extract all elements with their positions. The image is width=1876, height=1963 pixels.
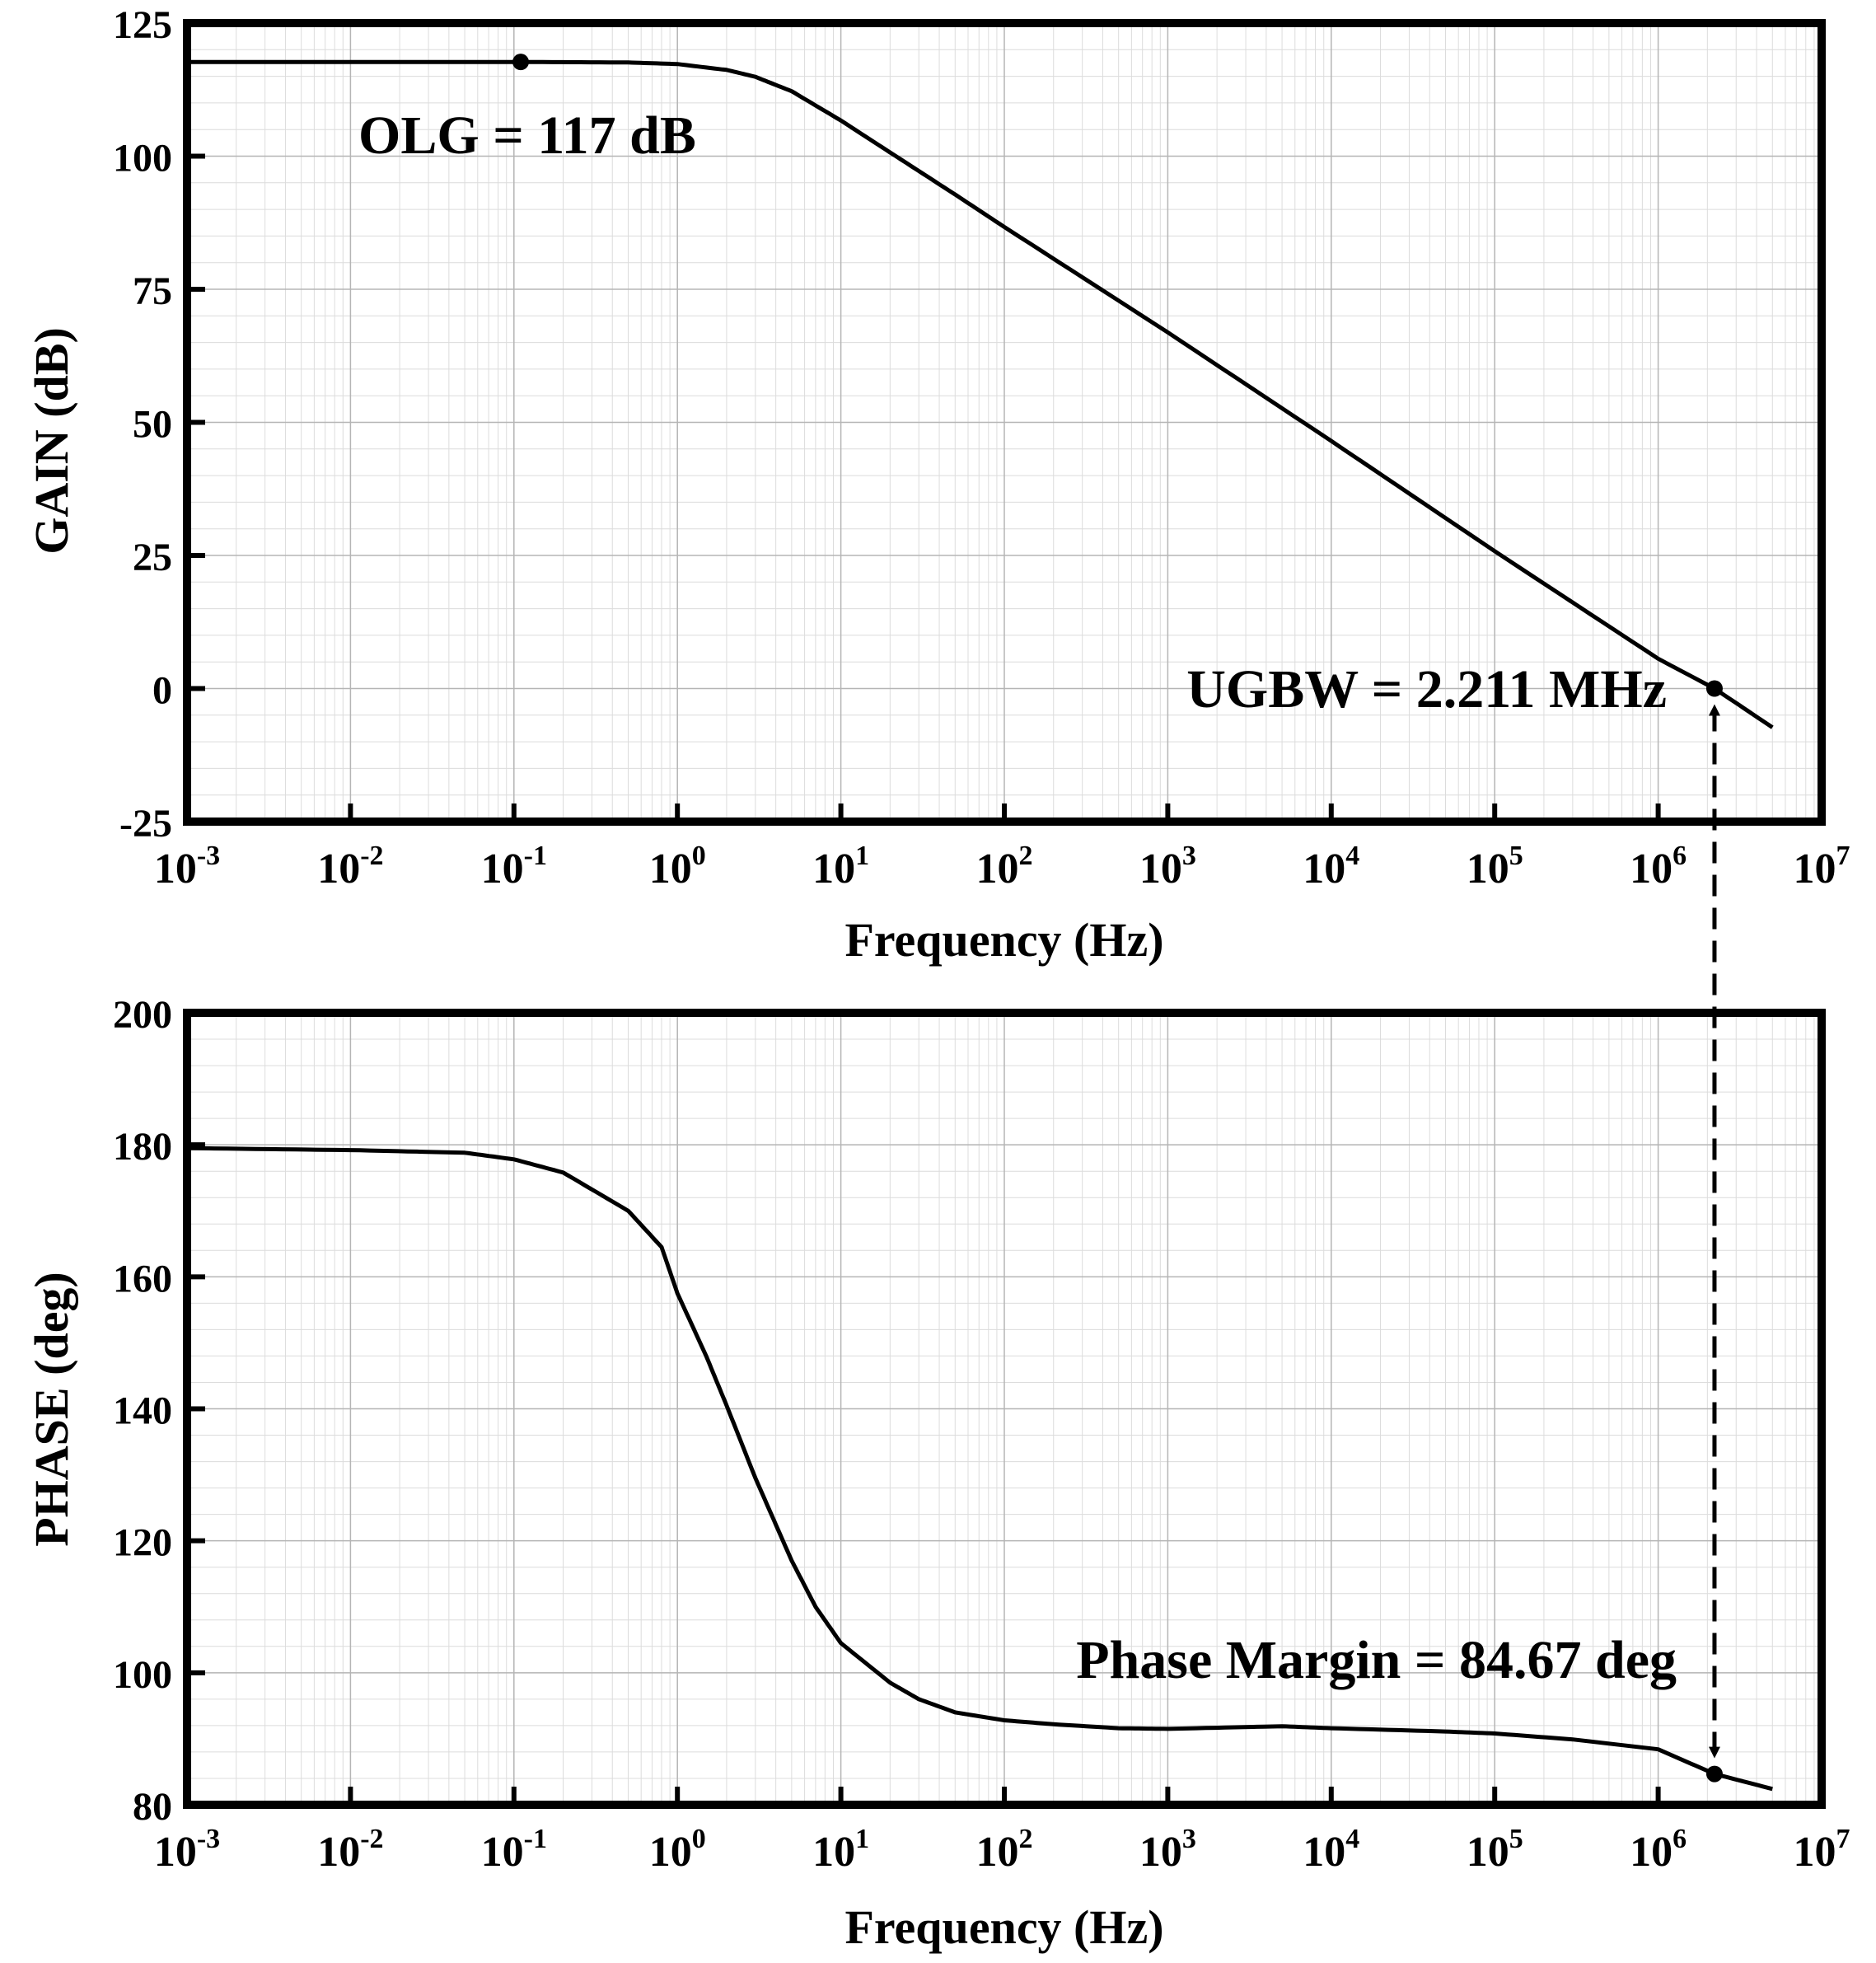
phase-x-tick-label: 10-2 bbox=[317, 1824, 383, 1876]
gain-x-tick-label: 102 bbox=[976, 841, 1033, 892]
phase-y-tick-label: 140 bbox=[113, 1389, 172, 1433]
phase-x-tick-label: 102 bbox=[976, 1824, 1033, 1876]
phase-y-ticks bbox=[187, 1010, 205, 1807]
phase-x-tick-label: 105 bbox=[1467, 1824, 1523, 1876]
olg-annotation: OLG = 117 dB bbox=[358, 105, 696, 166]
phase-x-ticks bbox=[185, 1787, 1824, 1805]
phase-y-tick-label: 200 bbox=[113, 993, 172, 1037]
gain-x-tick-label: 105 bbox=[1467, 841, 1523, 892]
phase-x-tick-label: 103 bbox=[1139, 1824, 1196, 1876]
gain-chart: 10-3 10-2 10-1 100 101 102 103 104 105 106 107 -25… bbox=[25, 3, 1850, 967]
gain-x-tick-label: 10-3 bbox=[154, 841, 220, 892]
gain-y-ticks bbox=[187, 21, 205, 824]
phase-x-tick-label: 106 bbox=[1630, 1824, 1687, 1876]
olg-marker bbox=[512, 54, 530, 71]
gain-x-tick-label: 100 bbox=[649, 841, 706, 892]
phase-y-axis-label: PHASE (deg) bbox=[25, 1272, 78, 1547]
gain-series-line bbox=[187, 59, 1774, 729]
gain-y-axis-label: GAIN (dB) bbox=[25, 327, 78, 555]
phase-x-axis-label: Frequency (Hz) bbox=[844, 1900, 1163, 1954]
phase-y-tick-label: 180 bbox=[113, 1125, 172, 1169]
phase-x-tick-label: 10-3 bbox=[154, 1824, 220, 1876]
phase-y-tick-label: 120 bbox=[113, 1521, 172, 1565]
phase-x-tick-label: 104 bbox=[1303, 1824, 1359, 1876]
ugbw-annotation: UGBW = 2.211 MHz bbox=[1186, 659, 1667, 719]
gain-x-tick-label: 107 bbox=[1794, 841, 1850, 892]
gain-x-ticks bbox=[185, 803, 1824, 822]
gain-x-axis-label: Frequency (Hz) bbox=[844, 913, 1163, 967]
phase-margin-annotation: Phase Margin = 84.67 deg bbox=[1076, 1630, 1677, 1690]
gain-y-tick-label: 0 bbox=[152, 669, 172, 713]
gain-y-tick-label: -25 bbox=[119, 802, 172, 846]
gain-x-tick-label: 104 bbox=[1303, 841, 1359, 892]
gain-y-tick-label: 25 bbox=[133, 536, 172, 579]
ugbw-marker bbox=[1705, 680, 1723, 697]
phase-y-tick-labels: 80 100 120 140 160 180 200 bbox=[113, 993, 172, 1829]
phase-x-tick-label: 107 bbox=[1794, 1824, 1850, 1876]
phase-margin-marker bbox=[1705, 1765, 1723, 1783]
gain-y-tick-labels: -25 0 25 50 75 100 125 bbox=[113, 3, 172, 846]
gain-x-tick-label: 10-1 bbox=[481, 841, 547, 892]
gain-x-tick-labels: 10-3 10-2 10-1 100 101 102 103 104 105 106 107 bbox=[154, 841, 1850, 892]
gain-x-tick-label: 101 bbox=[812, 841, 869, 892]
gain-y-tick-label: 75 bbox=[133, 269, 172, 313]
phase-x-tick-labels: 10-3 10-2 10-1 100 101 102 103 104 105 106 107 bbox=[154, 1824, 1850, 1876]
phase-y-tick-label: 160 bbox=[113, 1257, 172, 1300]
gain-x-tick-label: 103 bbox=[1139, 841, 1196, 892]
phase-x-tick-label: 100 bbox=[649, 1824, 706, 1876]
phase-y-tick-label: 100 bbox=[113, 1653, 172, 1697]
phase-chart: 10-3 10-2 10-1 100 101 102 103 104 105 106 107 801… bbox=[25, 993, 1850, 1954]
gain-x-tick-label: 106 bbox=[1630, 841, 1687, 892]
phase-series-line bbox=[186, 1145, 1773, 1792]
gain-x-tick-label: 10-2 bbox=[317, 841, 383, 892]
gain-y-tick-label: 100 bbox=[113, 137, 172, 180]
gain-y-tick-label: 50 bbox=[133, 403, 172, 447]
phase-x-tick-label: 10-1 bbox=[481, 1824, 547, 1876]
phase-y-tick-label: 80 bbox=[133, 1785, 172, 1829]
phase-x-tick-label: 101 bbox=[812, 1824, 869, 1876]
gain-y-tick-label: 125 bbox=[113, 3, 172, 47]
